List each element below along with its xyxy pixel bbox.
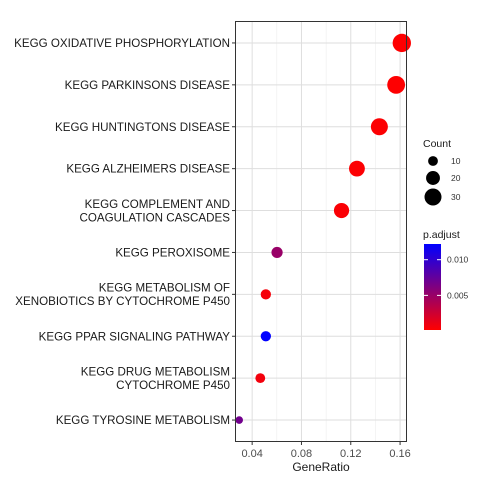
category-label: KEGG OXIDATIVE PHOSPHORYLATION (14, 37, 230, 50)
data-point (392, 33, 411, 53)
size-legend-key (428, 156, 438, 166)
color-legend-gradient (424, 244, 441, 330)
data-point (260, 289, 271, 300)
data-point (260, 331, 271, 342)
category-label: KEGG HUNTINGTONS DISEASE (55, 121, 230, 134)
size-legend-label: 20 (451, 173, 461, 183)
category-label: CYTOCHROME P450 (116, 379, 230, 392)
data-point (387, 75, 406, 94)
category-label: COAGULATION CASCADES (79, 211, 230, 224)
data-points (235, 33, 411, 424)
category-label: XENOBIOTICS BY CYTOCHROME P450 (15, 295, 230, 308)
x-tick-label: 0.12 (340, 448, 361, 460)
size-legend-key (426, 171, 440, 185)
x-axis: 0.04 0.08 0.12 0.16 (241, 441, 411, 460)
category-label: KEGG DRUG METABOLISM (81, 365, 230, 378)
x-tick-label: 0.04 (241, 448, 262, 460)
grid-lines (236, 22, 406, 441)
x-tick-label: 0.16 (389, 448, 410, 460)
size-legend: Count 10 20 30 (423, 138, 461, 206)
size-legend-label: 30 (451, 192, 461, 202)
size-legend-label: 10 (451, 156, 461, 166)
category-label: KEGG METABOLISM OF (99, 282, 230, 295)
category-label: KEGG COMPLEMENT AND (85, 198, 230, 211)
color-legend-title: p.adjust (423, 229, 460, 241)
x-axis-title: GeneRatio (292, 460, 350, 474)
size-legend-title: Count (423, 138, 451, 150)
color-legend: p.adjust 0.005 0.010 (423, 229, 469, 330)
plot-panel (235, 21, 407, 442)
category-label: KEGG PARKINSONS DISEASE (65, 79, 231, 92)
data-point (255, 373, 266, 384)
category-label: KEGG ALZHEIMERS DISEASE (66, 163, 230, 176)
data-point (235, 416, 244, 424)
data-point (349, 160, 365, 177)
color-legend-label: 0.005 (447, 290, 469, 300)
data-point (370, 118, 388, 136)
data-point (271, 246, 283, 259)
category-label: KEGG PPAR SIGNALING PATHWAY (39, 330, 231, 343)
data-point (333, 202, 350, 219)
category-labels: KEGG OXIDATIVE PHOSPHORYLATION KEGG PARKI… (14, 37, 236, 427)
category-label: KEGG PEROXISOME (115, 246, 230, 259)
x-tick-label: 0.08 (291, 448, 312, 460)
color-legend-label: 0.010 (447, 255, 469, 265)
category-label: KEGG TYROSINE METABOLISM (56, 414, 230, 427)
size-legend-key (424, 188, 442, 206)
